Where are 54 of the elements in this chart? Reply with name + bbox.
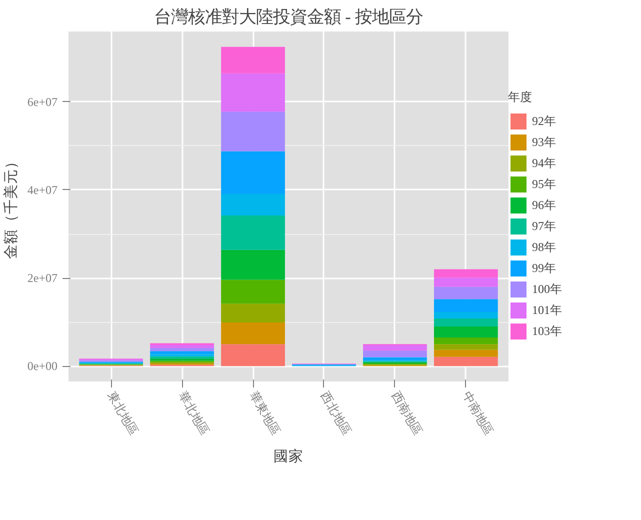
legend-label: 96年 [532, 196, 556, 214]
bar [434, 312, 498, 319]
y-tick-label: 4e+07 [27, 182, 58, 197]
bar [221, 344, 285, 366]
bar [221, 304, 285, 323]
bar [363, 350, 427, 358]
legend-label: 100年 [532, 280, 562, 298]
bar [221, 250, 285, 280]
legend-label: 101年 [532, 302, 562, 318]
x-tick-label: 華北地區 [176, 389, 212, 438]
y-tick-label: 0e+00 [27, 359, 58, 374]
y-tick-label: 2e+07 [27, 271, 58, 286]
bar [434, 356, 498, 366]
legend-title: 年度 [508, 89, 533, 106]
bar [363, 357, 427, 360]
x-tick-label: 東北地區 [105, 389, 142, 438]
bar [434, 337, 498, 344]
bar [221, 216, 285, 250]
bar [434, 299, 498, 312]
legend-label: 99年 [532, 260, 556, 276]
bar [150, 351, 214, 354]
bar [363, 344, 427, 351]
bar [150, 348, 214, 352]
y-axis-title: 金額（千美元） [2, 154, 20, 259]
legend-label: 97年 [532, 218, 556, 234]
x-tick-label: 西北地區 [318, 389, 354, 438]
bar [434, 318, 498, 326]
legend-label: 94年 [532, 154, 556, 172]
x-tick-label: 中南地區 [460, 389, 496, 438]
legend-label: 98年 [532, 238, 556, 256]
y-tick-label: 6e+07 [27, 94, 58, 109]
bar [434, 344, 498, 350]
legend-label: 103年 [532, 322, 562, 340]
bar [221, 151, 285, 194]
x-tick-label: 西南地區 [388, 389, 425, 438]
bar [221, 322, 285, 344]
bar [221, 112, 285, 152]
bar [221, 194, 285, 216]
legend-label: 95年 [532, 176, 556, 192]
bar [434, 269, 498, 278]
chart-title: 台灣核准對大陸投資金額 - 按地區分 [154, 8, 424, 26]
bar [221, 280, 285, 304]
bar [434, 350, 498, 357]
bar [434, 278, 498, 287]
bar [221, 46, 285, 74]
legend-label: 93年 [532, 134, 556, 150]
x-axis-title: 國家 [274, 448, 304, 466]
bar [434, 286, 498, 300]
x-tick-label: 華東地區 [246, 389, 283, 438]
bar [150, 344, 214, 348]
bar [434, 326, 498, 338]
bar [150, 356, 214, 359]
legend-label: 92年 [532, 112, 556, 130]
bar [221, 73, 285, 112]
